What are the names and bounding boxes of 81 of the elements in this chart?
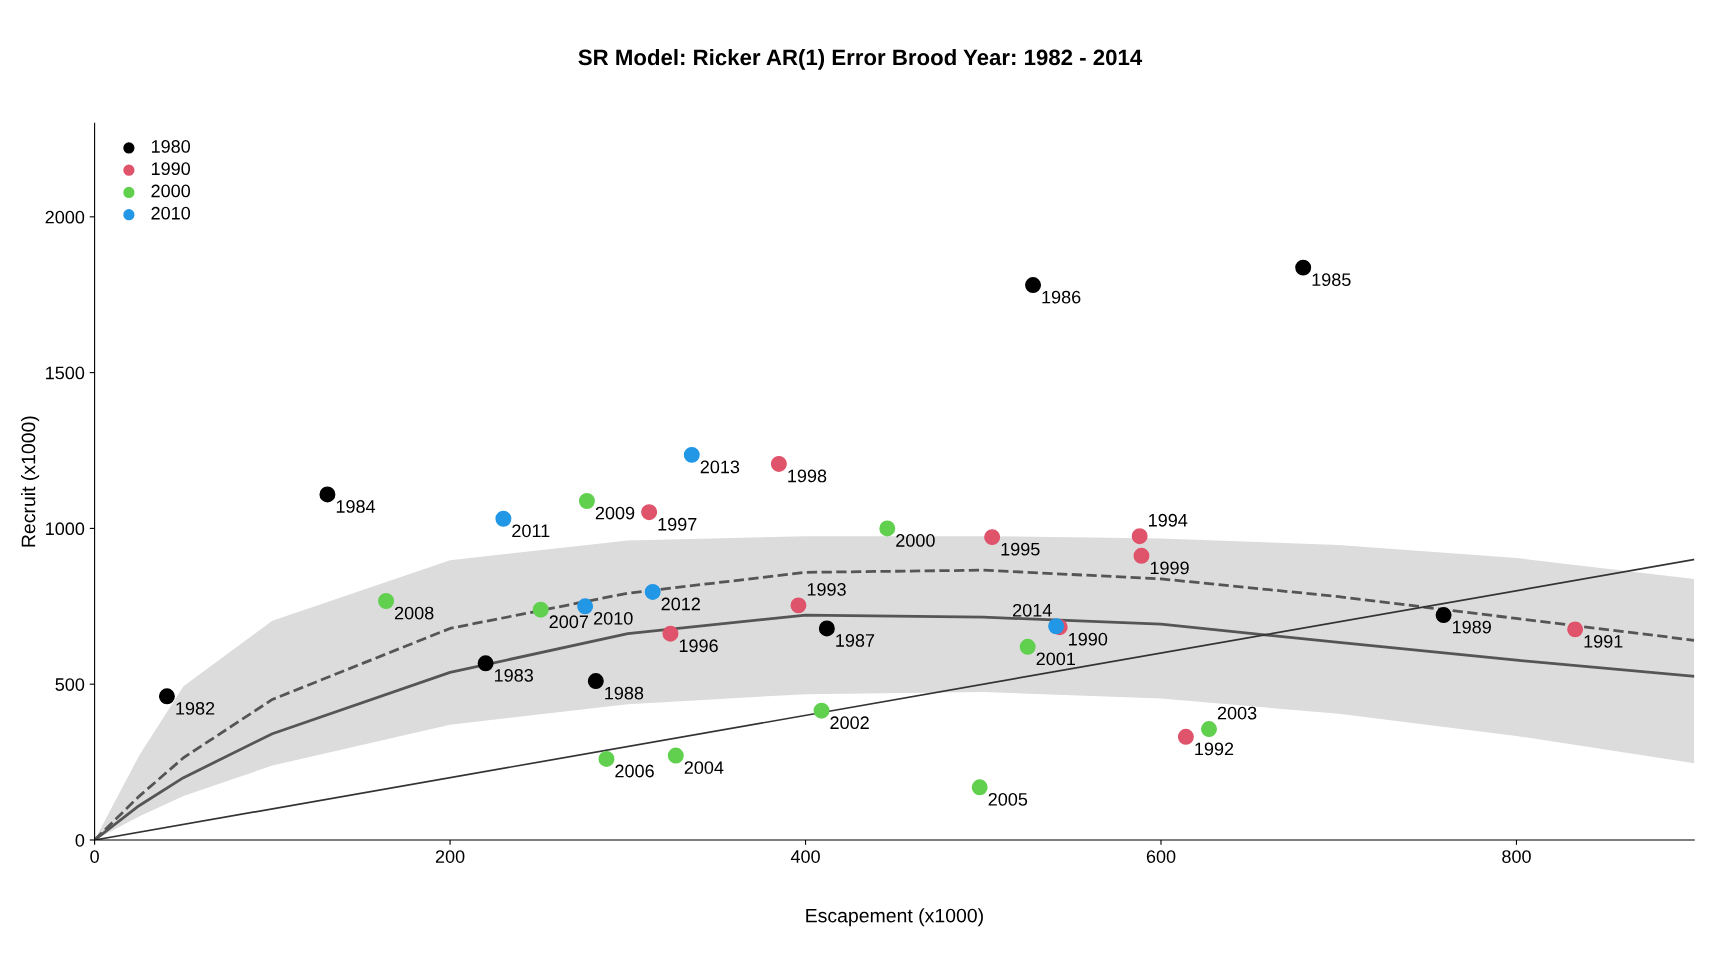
annotation: 2004 xyxy=(684,761,724,774)
point xyxy=(598,750,615,767)
y-tick-label: 1000 xyxy=(46,522,85,536)
legend-label: 2010 xyxy=(151,206,191,220)
point xyxy=(1567,621,1584,638)
y-tick-label: 1500 xyxy=(46,366,85,380)
point xyxy=(158,688,175,705)
annotation: 1982 xyxy=(176,701,215,715)
legend-label: 1990 xyxy=(151,162,191,176)
annotation: 1988 xyxy=(605,686,644,700)
x-tick-label: 200 xyxy=(435,850,465,863)
annotation: 1987 xyxy=(836,634,875,647)
annotation: 2000 xyxy=(896,534,935,547)
point xyxy=(1435,607,1452,624)
point xyxy=(790,597,807,614)
annotation: 2012 xyxy=(661,597,700,611)
point xyxy=(1019,638,1036,655)
point xyxy=(1201,721,1217,738)
annotation: 2003 xyxy=(1217,706,1257,720)
annotation: 1997 xyxy=(658,517,697,531)
legend-label: 1980 xyxy=(151,140,191,153)
point xyxy=(818,620,835,637)
point xyxy=(495,510,512,527)
point xyxy=(532,601,549,618)
annotation: 1998 xyxy=(788,469,827,483)
point xyxy=(770,455,787,472)
y-axis-title: Recruit (x1000) xyxy=(21,416,40,547)
annotation: 2013 xyxy=(700,460,740,474)
point xyxy=(813,702,830,719)
point xyxy=(683,446,700,463)
x-tick-label: 0 xyxy=(90,850,99,863)
legend-label: 2000 xyxy=(151,184,191,198)
annotation: 2014 xyxy=(1013,603,1052,617)
annotation: 2002 xyxy=(830,716,869,730)
point xyxy=(1133,547,1150,564)
point xyxy=(667,747,684,764)
annotation: 2005 xyxy=(988,792,1028,806)
annotation: 2010 xyxy=(594,611,633,625)
x-tick-label: 800 xyxy=(1502,850,1531,863)
x-tick-label: 600 xyxy=(1146,850,1176,863)
annotation: 1999 xyxy=(1150,561,1189,575)
point xyxy=(1131,528,1148,545)
annotation: 1992 xyxy=(1195,742,1234,756)
point xyxy=(1177,728,1194,745)
annotation: 2007 xyxy=(549,615,588,629)
annotation: 1984 xyxy=(336,500,376,513)
annotation: 1990 xyxy=(1069,632,1108,646)
point xyxy=(477,655,494,672)
annotation: 1991 xyxy=(1584,635,1623,648)
point xyxy=(578,493,595,509)
annotation: 1983 xyxy=(494,668,533,682)
point xyxy=(319,486,336,503)
point xyxy=(1025,277,1042,294)
annotation: 1986 xyxy=(1042,290,1081,304)
y-tick-label: 500 xyxy=(55,678,85,691)
point xyxy=(662,625,679,642)
point xyxy=(984,529,1001,546)
annotation: 1989 xyxy=(1452,620,1491,634)
x-axis-title: Escapement (x1000) xyxy=(806,908,983,927)
x-tick-label: 400 xyxy=(790,850,820,863)
annotation: 1993 xyxy=(807,583,846,596)
annotation: 2001 xyxy=(1036,652,1075,666)
point xyxy=(577,598,594,615)
annotation: 1995 xyxy=(1001,542,1040,556)
point xyxy=(971,779,988,796)
annotation: 2011 xyxy=(512,524,550,538)
annotation: 2009 xyxy=(595,506,635,520)
annotation: 2008 xyxy=(394,606,434,620)
annotation: 1996 xyxy=(679,639,718,653)
y-tick-label: 2000 xyxy=(45,210,85,224)
annotation: 1985 xyxy=(1312,273,1351,287)
annotation: 1994 xyxy=(1149,513,1188,527)
point xyxy=(644,583,661,600)
point xyxy=(587,673,604,690)
point xyxy=(1295,259,1312,276)
point xyxy=(879,520,896,537)
point xyxy=(378,593,395,609)
y-tick-label: 0 xyxy=(75,833,85,847)
annotation: 2006 xyxy=(615,764,654,778)
point xyxy=(641,504,658,521)
chart-title: SR Model: Ricker AR(1) Error Brood Year: 1982 - 2014 xyxy=(578,48,1143,70)
